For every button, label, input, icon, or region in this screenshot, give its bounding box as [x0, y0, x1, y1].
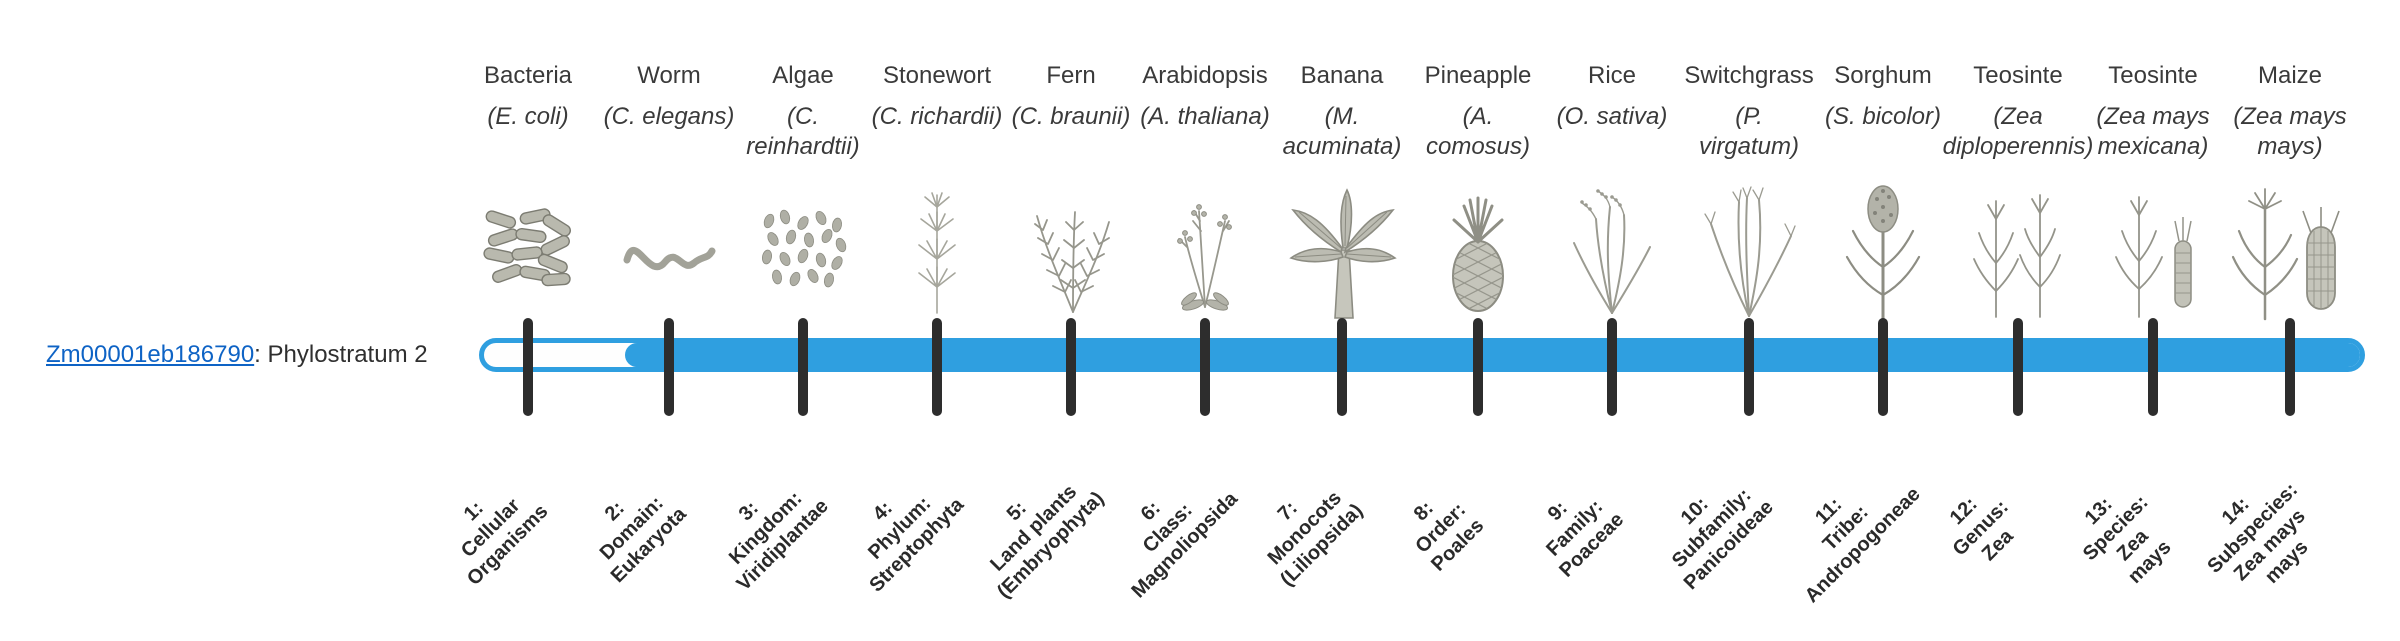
sorghum-icon [1845, 185, 1921, 321]
phylostratum-tick-6 [1200, 318, 1210, 416]
phylostratum-tick-11 [1878, 318, 1888, 416]
taxon-common-name: Teosinte [2108, 62, 2198, 89]
phylostratum-tick-9 [1607, 318, 1617, 416]
taxon-icon-box [1795, 176, 1971, 326]
taxon-icon-box [2065, 176, 2241, 326]
phylostratum-tick-1 [523, 318, 533, 416]
taxon-common-name: Stonewort [882, 62, 992, 89]
taxon-label-worm: Worm (C. elegans) [581, 62, 757, 132]
taxon-scientific-name: (Zea mays mexicana) [2096, 103, 2210, 160]
taxon-common-name: Maize [2257, 62, 2323, 89]
phylostratum-figure: Zm00001eb186790: Phylostratum 2 Bacteria… [46, 62, 2378, 608]
taxon-scientific-name: (S. bicolor) [1824, 103, 1942, 130]
switchgrass-icon [1704, 186, 1796, 317]
rice-icon [1573, 189, 1651, 314]
taxon-label-sorghum: Sorghum (S. bicolor) [1795, 62, 1971, 132]
gene-id-link[interactable]: Zm00001eb186790 [46, 341, 255, 368]
taxon-scientific-name: (Zea diploperennis) [1942, 103, 2094, 160]
algae-icon [762, 209, 847, 288]
phylo-bar-fill [625, 343, 2360, 367]
taxon-common-name: Bacteria [483, 62, 573, 89]
taxon-scientific-name: (C. elegans) [603, 103, 735, 130]
taxon-common-name: Sorghum [1834, 62, 1932, 89]
taxon-icon-box [2202, 176, 2378, 326]
taxon-common-name: Teosinte [1973, 62, 2063, 89]
phylostratum-tick-2 [664, 318, 674, 416]
phylostratum-text: : Phylostratum 2 [254, 341, 428, 368]
teosinte-mexicana-icon [2115, 196, 2192, 318]
taxon-label-banana: Banana (M. acuminata) [1254, 62, 1430, 162]
taxon-scientific-name: (C. reinhardtii) [746, 103, 860, 160]
taxon-label-fern: Fern (C. braunii) [983, 62, 1159, 132]
taxon-scientific-name: (M. acuminata) [1282, 103, 1402, 160]
phylostratum-tick-3 [798, 318, 808, 416]
pineapple-icon [1452, 196, 1504, 312]
taxon-common-name: Arabidopsis [1142, 62, 1268, 89]
taxon-label-maize: Maize (Zea mays mays) [2202, 62, 2378, 162]
teosinte-diploperennis-icon [1973, 194, 2061, 318]
taxon-label-switchgrass: Switchgrass (P. virgatum) [1661, 62, 1837, 162]
bacteria-icon [483, 208, 571, 287]
taxon-common-name: Fern [1046, 62, 1096, 89]
taxon-label-pineapple: Pineapple (A. comosus) [1390, 62, 1566, 162]
phylostratum-tick-5 [1066, 318, 1076, 416]
phylostratum-tick-4 [932, 318, 942, 416]
taxon-label-arabidopsis: Arabidopsis (A. thaliana) [1117, 62, 1293, 132]
taxon-scientific-name: (C. braunii) [1011, 103, 1131, 130]
taxon-scientific-name: (C. richardii) [871, 103, 1003, 130]
taxon-label-teosinte-mexicana: Teosinte (Zea mays mexicana) [2065, 62, 2241, 162]
gene-label: Zm00001eb186790: Phylostratum 2 [46, 341, 428, 369]
fern-icon [1034, 211, 1110, 313]
taxon-icon-box [1117, 176, 1293, 326]
stonewort-icon [918, 192, 956, 314]
taxon-icon-box [581, 176, 757, 326]
taxon-label-stonewort: Stonewort (C. richardii) [849, 62, 1025, 132]
taxon-scientific-name: (Zea mays mays) [2233, 103, 2347, 160]
phylostratum-tick-10 [1744, 318, 1754, 416]
taxon-label-bacteria: Bacteria (E. coli) [440, 62, 616, 132]
taxon-scientific-name: (A. thaliana) [1140, 103, 1270, 130]
arabidopsis-icon [1177, 204, 1232, 311]
taxon-icon-box [1254, 176, 1430, 326]
phylo-bar [479, 338, 2365, 372]
taxon-label-algae: Algae (C. reinhardtii) [715, 62, 891, 162]
phylostratum-tick-14 [2285, 318, 2295, 416]
taxon-common-name: Rice [1587, 62, 1636, 89]
taxon-scientific-name: (O. sativa) [1556, 103, 1668, 130]
taxon-icon-box [1661, 176, 1837, 326]
taxon-label-teosinte-diploperennis: Teosinte (Zea diploperennis) [1930, 62, 2106, 162]
phylostratum-tick-7 [1337, 318, 1347, 416]
taxon-scientific-name: (P. virgatum) [1698, 103, 1800, 160]
worm-icon [623, 247, 716, 271]
taxon-icon-box [849, 176, 1025, 326]
banana-icon [1289, 188, 1397, 319]
taxon-icon-box [1390, 176, 1566, 326]
taxon-common-name: Algae [772, 62, 834, 89]
taxon-common-name: Worm [637, 62, 701, 89]
taxon-scientific-name: (E. coli) [487, 103, 569, 130]
taxon-icon-box [1524, 176, 1700, 326]
taxon-icon-box [440, 176, 616, 326]
taxon-common-name: Switchgrass [1684, 62, 1814, 89]
taxon-common-name: Pineapple [1424, 62, 1532, 89]
taxon-common-name: Banana [1300, 62, 1384, 89]
phylostratum-tick-12 [2013, 318, 2023, 416]
taxon-label-rice: Rice (O. sativa) [1524, 62, 1700, 132]
maize-icon [2231, 188, 2340, 321]
phylostratum-tick-13 [2148, 318, 2158, 416]
taxon-icon-box [715, 176, 891, 326]
taxon-icon-box [983, 176, 1159, 326]
phylostratum-tick-8 [1473, 318, 1483, 416]
taxon-icon-box [1930, 176, 2106, 326]
taxon-scientific-name: (A. comosus) [1425, 103, 1531, 160]
